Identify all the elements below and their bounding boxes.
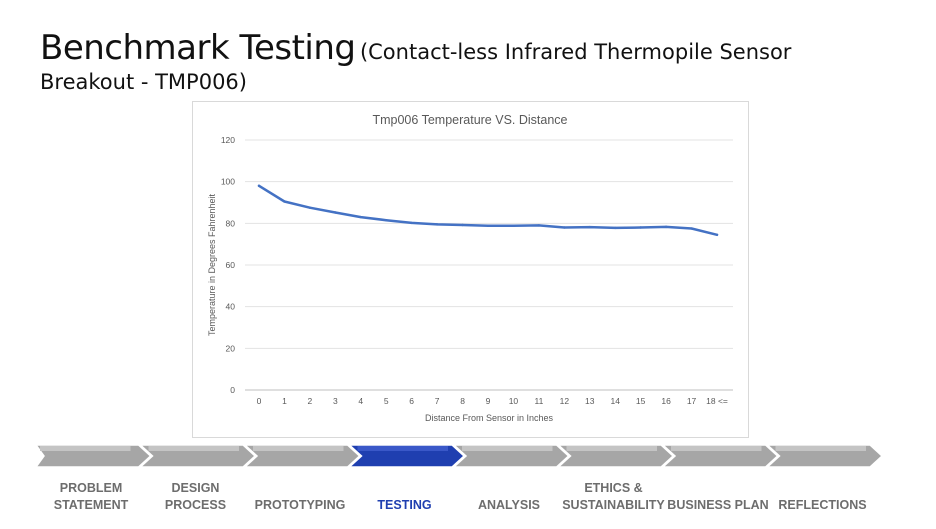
data-point (486, 224, 490, 228)
data-point (588, 225, 591, 229)
series-line-0 (257, 184, 719, 237)
nav-item-label-line2: BUSINESS PLAN (667, 498, 769, 512)
page-subtitle-line2: Breakout - TMP006) (40, 70, 247, 94)
page-subtitle: (Contact-less Infrared Thermopile Sensor (359, 40, 792, 64)
nav-item-label-line2: PROTOTYPING (254, 498, 346, 512)
x-tick-label: 5 (384, 396, 389, 406)
x-tick-label: 2 (308, 396, 313, 406)
y-tick-label: 120 (221, 135, 235, 145)
nav-item-label-line2: PROCESS (164, 498, 227, 512)
data-point (690, 227, 693, 230)
x-tick-label: 12 (560, 396, 570, 406)
y-tick-label: 20 (226, 343, 236, 353)
nav-item-prototyping[interactable]: PROTOTYPING (248, 478, 352, 514)
data-point (308, 206, 312, 209)
nav-arrow-highlight (462, 446, 553, 451)
x-tick-label: 14 (610, 396, 620, 406)
data-point (334, 211, 337, 214)
data-point (664, 225, 668, 229)
data-point (435, 223, 439, 226)
x-tick-label: 1 (282, 396, 287, 406)
nav-item-process[interactable]: DESIGN PROCESS (144, 478, 248, 514)
nav-arrow-highlight (775, 446, 866, 451)
data-point (537, 224, 541, 227)
nav-arrow-highlight (148, 446, 239, 451)
y-tick-label: 100 (221, 177, 235, 187)
y-tick-label: 80 (226, 218, 236, 228)
data-point (563, 226, 566, 229)
nav-item-statement[interactable]: PROBLEM STATEMENT (39, 478, 143, 514)
nav-item-label-line2: TESTING (377, 498, 432, 512)
data-point (385, 219, 388, 222)
x-tick-label: 17 (687, 396, 697, 406)
nav-item-label-line2: STATEMENT (53, 498, 129, 512)
x-tick-label: 9 (486, 396, 491, 406)
nav-item-reflections[interactable]: REFLECTIONS (771, 478, 875, 514)
data-point (257, 184, 261, 188)
x-tick-label: 15 (636, 396, 646, 406)
slide-title: Benchmark Testing (Contact-less Infrared… (40, 28, 920, 94)
nav-item-sustainability[interactable]: ETHICS & SUSTAINABILITY (562, 478, 666, 514)
nav-arrow-highlight (671, 446, 762, 451)
data-point (283, 200, 286, 203)
x-tick-label: 0 (257, 396, 262, 406)
chart-title: Tmp006 Temperature VS. Distance (372, 113, 567, 127)
nav-arrow-highlight (357, 446, 448, 451)
nav-item-label-line1: PROBLEM (59, 481, 123, 495)
nav-item-analysis[interactable]: ANALYSIS (457, 478, 561, 514)
x-tick-label: 18 <= (706, 396, 728, 406)
x-tick-label: 7 (435, 396, 440, 406)
nav-item-label-line2: REFLECTIONS (778, 498, 867, 512)
nav-arrows (36, 444, 884, 468)
data-point (512, 224, 515, 228)
nav-arrow-highlight (253, 446, 344, 451)
data-point (639, 226, 642, 229)
data-point (410, 221, 413, 225)
line-chart: Tmp006 Temperature VS. Distance020406080… (207, 113, 733, 423)
nav-item-testing[interactable]: TESTING (353, 478, 457, 514)
x-axis-label: Distance From Sensor in Inches (425, 413, 554, 423)
x-tick-label: 8 (460, 396, 465, 406)
nav-arrow-highlight (40, 446, 131, 451)
y-tick-label: 40 (226, 302, 236, 312)
nav-item-business-plan[interactable]: BUSINESS PLAN (666, 478, 770, 514)
x-tick-label: 13 (585, 396, 595, 406)
progress-nav: PROBLEM STATEMENT DESIGN PROCESS PROTOTYPING… (36, 442, 886, 529)
data-point (614, 226, 617, 230)
chart-container: Tmp006 Temperature VS. Distance 0 20 40 60 80… (192, 101, 749, 438)
x-tick-label: 4 (358, 396, 363, 406)
nav-item-label-line2: ANALYSIS (477, 498, 541, 512)
x-tick-label: 11 (534, 396, 543, 406)
x-tick-label: 10 (509, 396, 519, 406)
nav-item-label-line1: DESIGN (171, 481, 220, 495)
data-point (461, 223, 464, 227)
y-tick-label: 0 (230, 385, 235, 395)
x-tick-label: 6 (409, 396, 414, 406)
y-tick-label: 60 (226, 260, 236, 270)
page-title: Benchmark Testing (40, 28, 356, 68)
data-point (359, 215, 362, 219)
nav-item-label-line2: SUSTAINABILITY (562, 498, 665, 512)
data-point (715, 233, 719, 236)
nav-item-label-line1: ETHICS & (584, 481, 643, 495)
y-axis-label: Temperature in Degrees Fahrenheit (207, 193, 217, 336)
x-tick-label: 16 (661, 396, 671, 406)
x-tick-label: 3 (333, 396, 338, 406)
nav-arrow-highlight (566, 446, 657, 451)
